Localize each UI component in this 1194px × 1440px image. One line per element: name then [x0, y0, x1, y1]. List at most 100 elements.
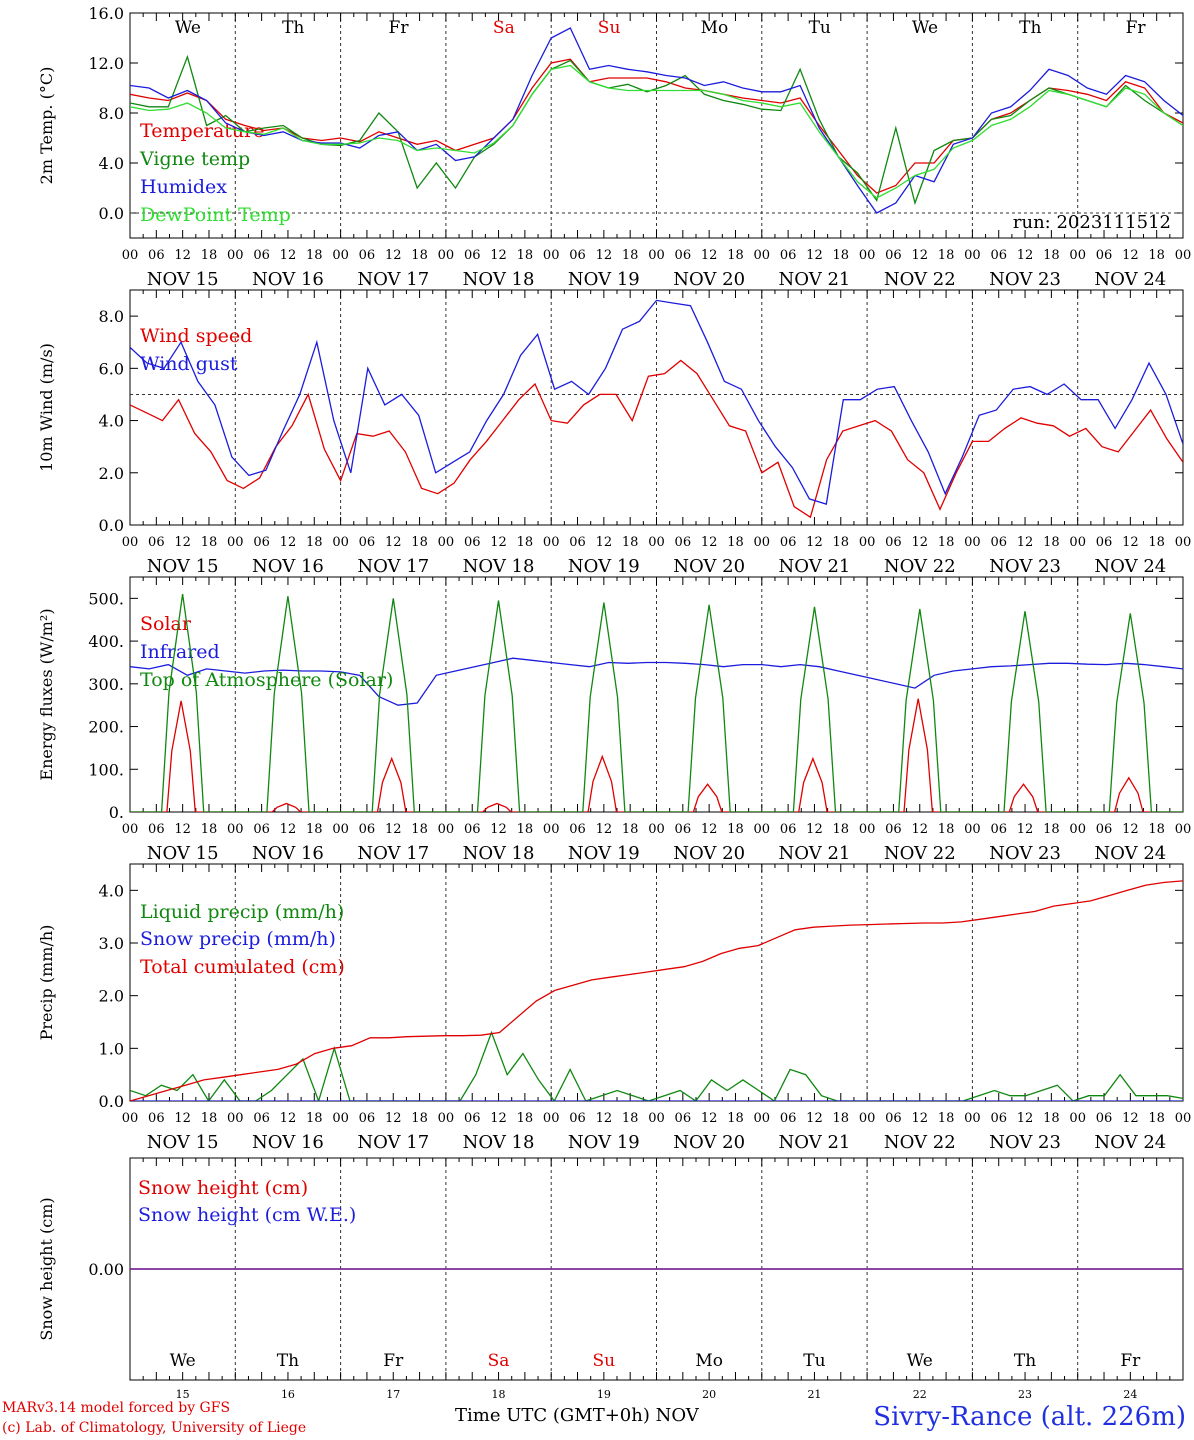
y-tick-label: 0.0 — [99, 516, 124, 535]
day-number: 16 — [281, 1388, 295, 1401]
y-tick-label: 8.0 — [99, 307, 124, 326]
hour-label: 12 — [806, 822, 823, 837]
series-line — [130, 64, 1183, 199]
hour-label: 06 — [359, 248, 376, 263]
hour-label: 18 — [306, 1111, 323, 1126]
hour-label: 00 — [648, 248, 665, 263]
hour-label: 12 — [911, 535, 928, 550]
hour-label: 06 — [675, 822, 692, 837]
weekday-label: Sa — [493, 18, 515, 38]
hour-label: 12 — [911, 822, 928, 837]
legend-entry: Snow height (cm) — [138, 1177, 308, 1199]
hour-label: 12 — [701, 535, 718, 550]
y-axis-label: Snow height (cm) — [37, 1197, 56, 1340]
date-label: NOV 15 — [147, 269, 219, 290]
legend-entry: Humidex — [140, 176, 227, 198]
hour-label: 18 — [306, 822, 323, 837]
chart-panel-1: 0.0 4.0 8.0 12.0 16.0 2m Temp. (°C) We Th Fr Sa Su… — [37, 4, 1191, 290]
hour-label: 18 — [411, 535, 428, 550]
date-label: NOV 17 — [357, 1132, 429, 1153]
series-line — [130, 880, 1183, 1101]
weekday-label: Th — [277, 1351, 299, 1371]
weekday-label: Th — [1019, 18, 1041, 38]
series-line — [130, 54, 1183, 206]
hour-label: 06 — [885, 822, 902, 837]
hour-label: 00 — [859, 1111, 876, 1126]
hour-label: 12 — [385, 535, 402, 550]
hour-label: 12 — [490, 248, 507, 263]
chart-panel-4: 0.0 1.0 2.0 3.0 4.0 Precip (mm/h) 00 06 12 18 NOV … — [37, 863, 1191, 1153]
weekday-label: We — [907, 1351, 933, 1371]
hour-label: 00 — [438, 248, 455, 263]
series-line — [130, 1030, 1183, 1101]
hour-label: 12 — [596, 822, 613, 837]
hour-label: 06 — [885, 535, 902, 550]
hour-label: 00 — [1175, 535, 1192, 550]
hour-label: 00 — [859, 248, 876, 263]
series-line — [130, 359, 1183, 519]
hour-label: 06 — [148, 822, 165, 837]
hour-label: 12 — [174, 535, 191, 550]
hour-label: 18 — [201, 1111, 218, 1126]
hour-label: 18 — [201, 248, 218, 263]
y-tick-label: 0. — [109, 803, 124, 822]
y-tick-label: 2.0 — [99, 464, 124, 483]
hour-label: 18 — [517, 1111, 534, 1126]
hour-label: 06 — [359, 822, 376, 837]
plot-frame — [129, 863, 1184, 1102]
hour-label: 00 — [332, 248, 349, 263]
date-label: NOV 24 — [1094, 269, 1166, 290]
hour-label: 18 — [833, 248, 850, 263]
hour-label: 06 — [780, 248, 797, 263]
hour-label: 00 — [648, 535, 665, 550]
chart-panel-2: 0.0 2.0 4.0 6.0 8.0 10m Wind (m/s) 00 06 12 18 NOV… — [37, 289, 1192, 577]
hour-label: 00 — [332, 535, 349, 550]
run-annotation: run: 2023111512 — [1013, 212, 1171, 233]
date-label: NOV 22 — [884, 843, 956, 864]
hour-label: 00 — [122, 535, 139, 550]
hour-label: 18 — [1148, 822, 1165, 837]
hour-label: 18 — [1043, 535, 1060, 550]
hour-label: 06 — [780, 535, 797, 550]
y-tick-label: 3.0 — [99, 934, 124, 953]
y-tick-label: 12.0 — [88, 54, 124, 73]
hour-label: 12 — [490, 1111, 507, 1126]
hour-label: 18 — [411, 248, 428, 263]
date-label: NOV 15 — [147, 1132, 219, 1153]
hour-label: 00 — [648, 1111, 665, 1126]
hour-label: 00 — [332, 1111, 349, 1126]
hour-label: 18 — [938, 248, 955, 263]
weekday-label: Tu — [809, 18, 831, 38]
hour-label: 12 — [806, 248, 823, 263]
date-label: NOV 15 — [147, 556, 219, 577]
date-label: NOV 19 — [568, 1132, 640, 1153]
y-tick-label: 0.00 — [88, 1260, 124, 1279]
weekday-label: Fr — [389, 18, 410, 38]
site-title: Sivry-Rance (alt. 226m) — [873, 1402, 1186, 1432]
date-label: NOV 20 — [673, 843, 745, 864]
date-label: NOV 18 — [463, 843, 535, 864]
hour-label: 18 — [727, 248, 744, 263]
chart-panel-5: 0.00 Snow height (cm) Snow height (cm) Snow… — [37, 1157, 1184, 1401]
hour-label: 12 — [806, 535, 823, 550]
date-label: NOV 19 — [568, 843, 640, 864]
hour-label: 00 — [438, 822, 455, 837]
hour-label: 06 — [253, 248, 270, 263]
hour-label: 06 — [464, 822, 481, 837]
date-label: NOV 22 — [884, 269, 956, 290]
hour-label: 18 — [622, 1111, 639, 1126]
hour-label: 18 — [201, 822, 218, 837]
hour-label: 18 — [1043, 248, 1060, 263]
date-label: NOV 21 — [779, 269, 851, 290]
y-tick-label: 300. — [88, 675, 124, 694]
weekday-label: Fr — [1120, 1351, 1141, 1371]
legend-entry: Snow height (cm W.E.) — [138, 1204, 356, 1226]
hour-label: 06 — [780, 1111, 797, 1126]
hour-label: 06 — [569, 1111, 586, 1126]
hour-label: 18 — [938, 1111, 955, 1126]
hour-label: 06 — [148, 1111, 165, 1126]
hour-label: 06 — [253, 822, 270, 837]
hour-label: 18 — [1043, 1111, 1060, 1126]
hour-label: 12 — [596, 535, 613, 550]
